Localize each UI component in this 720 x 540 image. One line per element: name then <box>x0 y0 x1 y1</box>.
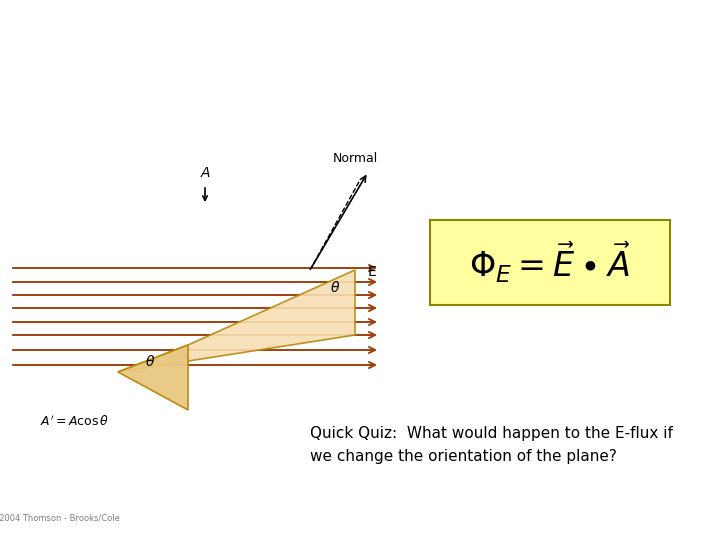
Text: A: A <box>200 166 210 180</box>
Text: Ch 24.1 – Electric Flux: Ch 24.1 – Electric Flux <box>16 75 360 103</box>
Text: $\theta$: $\theta$ <box>145 354 155 369</box>
Text: E: E <box>368 265 377 279</box>
Text: – Case 2: – Case 2 <box>315 79 403 99</box>
Text: $\Phi_E = \vec{E} \bullet \vec{A}$: $\Phi_E = \vec{E} \bullet \vec{A}$ <box>469 240 631 285</box>
Text: Normal: Normal <box>333 152 377 165</box>
Text: Quick Quiz:  What would happen to the E-flux if
we change the orientation of the: Quick Quiz: What would happen to the E-f… <box>310 426 673 464</box>
Text: $A' = A \cos\theta$: $A' = A \cos\theta$ <box>40 415 109 429</box>
Polygon shape <box>118 345 188 410</box>
Polygon shape <box>118 270 355 372</box>
Text: $\theta$: $\theta$ <box>330 280 341 295</box>
Text: ©2004 Thomson - Brooks/Cole: ©2004 Thomson - Brooks/Cole <box>0 514 120 523</box>
FancyBboxPatch shape <box>430 220 670 305</box>
